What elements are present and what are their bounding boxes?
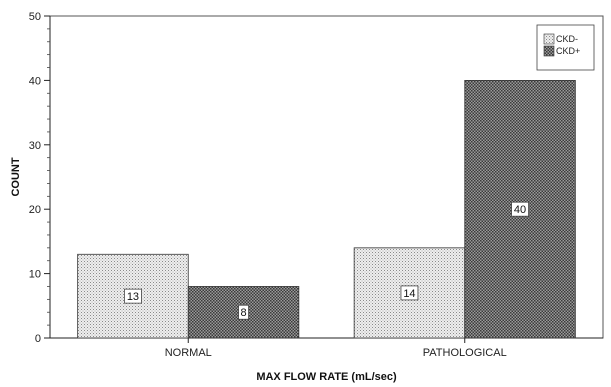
data-label: 13	[127, 291, 139, 303]
data-label: 40	[514, 204, 526, 216]
x-axis: NORMAL PATHOLOGICAL	[50, 337, 603, 359]
x-axis-title: MAX FLOW RATE (mL/sec)	[256, 371, 397, 383]
legend-label: CKD-	[556, 34, 578, 44]
data-label-box	[400, 285, 419, 301]
y-axis: 0 10 20 30 40 50	[29, 11, 51, 345]
legend-swatch	[543, 33, 555, 45]
y-tick-label: 20	[29, 204, 41, 216]
bars	[77, 80, 576, 339]
y-axis-title: COUNT	[10, 157, 22, 196]
y-tick-label: 30	[29, 140, 41, 152]
data-label: 8	[240, 307, 246, 319]
legend-swatch	[543, 45, 555, 57]
y-tick-label: 50	[29, 11, 41, 23]
y-tick-label: 10	[29, 269, 41, 281]
data-label-box	[238, 304, 249, 320]
x-tick-label: PATHOLOGICAL	[423, 347, 507, 359]
data-label: 14	[403, 288, 415, 300]
data-label-box	[124, 288, 142, 304]
x-tick-label: NORMAL	[165, 347, 212, 359]
legend: CKD- CKD+	[536, 24, 595, 71]
y-tick-label: 0	[35, 333, 41, 345]
legend-label: CKD+	[556, 46, 580, 56]
data-label-box	[511, 201, 529, 217]
data-labels: 13 8 14 40	[124, 201, 529, 320]
y-tick-label: 40	[29, 75, 41, 87]
